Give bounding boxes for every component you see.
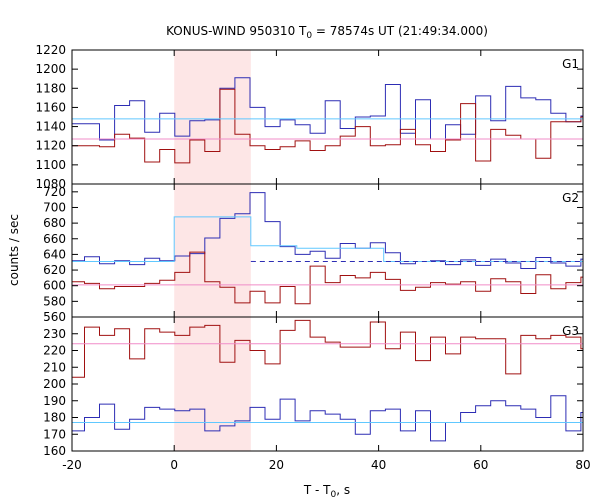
y-tick-label: 640 [43, 247, 66, 261]
y-tick-label: 720 [43, 185, 66, 199]
y-tick-label: 1100 [35, 158, 66, 172]
x-axis-label: T - T0, s [303, 483, 350, 500]
series-g3-red-step [72, 319, 583, 378]
y-tick-label: 700 [43, 200, 66, 214]
y-tick-label: 620 [43, 263, 66, 277]
y-tick-label: 600 [43, 279, 66, 293]
x-tick-label: 40 [371, 458, 386, 472]
y-tick-label: 1200 [35, 62, 66, 76]
y-tick-label: 170 [43, 427, 66, 441]
x-tick-label: 80 [575, 458, 590, 472]
y-tick-label: 1140 [35, 120, 66, 134]
y-tick-label: 680 [43, 216, 66, 230]
series-g2-red-step [72, 251, 583, 305]
plot-area: 1080 1100 1120 1140 1160 1180 1200 1220 G1 560 580… [35, 43, 590, 472]
panel-frame [71, 49, 584, 185]
panel-label-g3: G3 [562, 324, 579, 338]
y-tick-label: 580 [43, 294, 66, 308]
y-tick-label: 190 [43, 394, 66, 408]
x-tick-label: 20 [269, 458, 284, 472]
y-tick-label: 1160 [35, 100, 66, 114]
y-tick-label: 560 [43, 310, 66, 324]
panel-frame [71, 316, 584, 452]
highlight-band [174, 50, 251, 451]
panel-label-g2: G2 [562, 191, 579, 205]
y-tick-label: 1080 [35, 177, 66, 191]
x-tick-label: 0 [170, 458, 178, 472]
y-tick-label: 230 [43, 327, 66, 341]
panel-g1-series [72, 77, 583, 164]
x-tick-label: -20 [62, 458, 82, 472]
y-tick-label: 220 [43, 344, 66, 358]
y-tick-label: 660 [43, 232, 66, 246]
y-tick-label: 1180 [35, 81, 66, 95]
y-tick-label: 1120 [35, 139, 66, 153]
panel-g2-series [72, 192, 583, 305]
y-tick-label: 180 [43, 411, 66, 425]
y-tick-label: 1220 [35, 43, 66, 57]
chart-title: KONUS-WIND 950310 T0 = 78574s UT (21:49:… [166, 24, 488, 41]
y-tick-label: 210 [43, 360, 66, 374]
series-g2-cyan-segments [72, 216, 583, 262]
series-g1-blue-step [72, 77, 583, 141]
y-tick-label: 160 [43, 444, 66, 458]
y-tick-label: 200 [43, 377, 66, 391]
series-g2-blue-step [72, 192, 583, 269]
panel-label-g1: G1 [562, 57, 579, 71]
panel-frame [71, 183, 584, 318]
panel-g3-series [72, 319, 583, 442]
series-g3-blue-step [72, 395, 583, 442]
x-tick-label: 60 [473, 458, 488, 472]
y-axis-label: counts / sec [7, 214, 21, 286]
